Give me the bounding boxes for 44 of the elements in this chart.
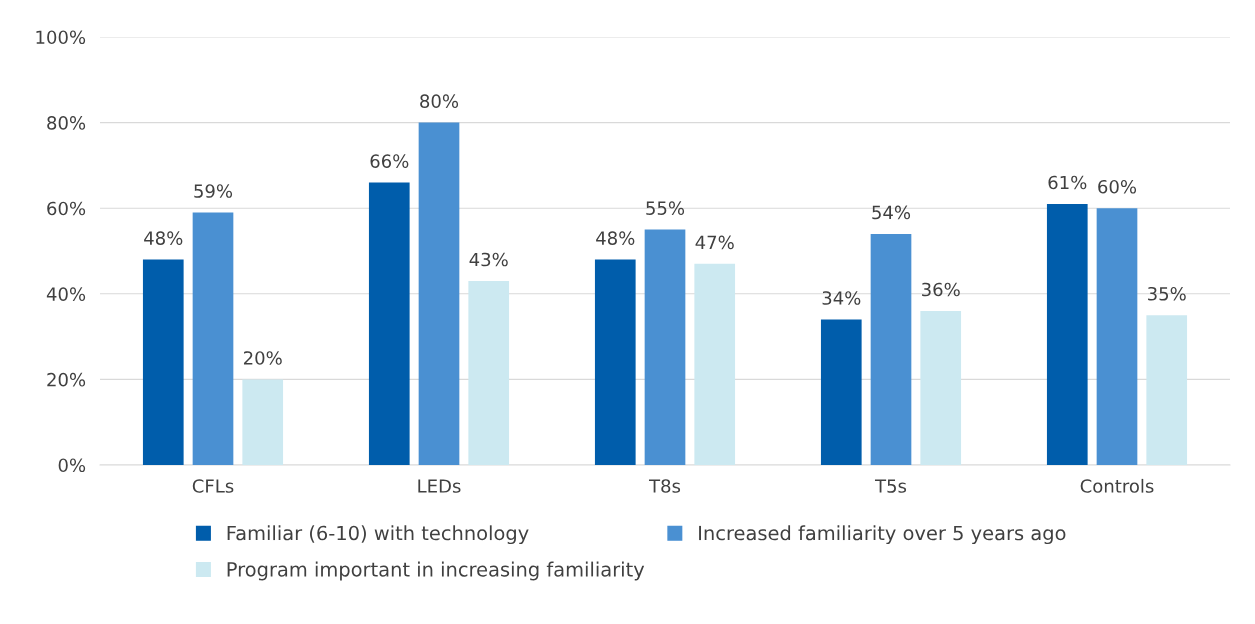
data-label: 48% [596,231,635,245]
y-tick-label: 100% [36,30,86,45]
bar [644,229,686,465]
y-tick-label: 80% [47,116,86,130]
bar [1096,208,1138,465]
y-tick-label: 40% [46,287,86,301]
data-label: 80% [420,94,459,108]
legend-label: Increased familiarity over 5 years ago [699,525,1066,545]
bar [1046,203,1088,465]
bar [1146,315,1188,465]
bar [418,122,460,465]
legend-label: Familiar (6-10) with technology [227,525,529,545]
legend-label: Program important in increasing familiarity [227,561,645,581]
y-tick-label: 0% [58,458,86,473]
bar [920,310,962,465]
bar [368,182,410,465]
data-label: 48% [144,231,183,245]
bar [820,319,862,465]
x-tick-label: LEDs [418,479,461,493]
bar [242,379,284,465]
data-label: 61% [1048,175,1087,190]
y-tick-label: 20% [47,372,86,387]
y-tick-label: 60% [47,201,86,216]
x-tick-label: Controls [1080,478,1154,493]
x-tick-label: CFLs [192,479,234,493]
bar [468,280,510,465]
data-label: 59% [194,184,233,198]
data-label: 36% [922,282,960,297]
data-label: 66% [370,154,409,168]
data-label: 20% [243,351,282,365]
x-tick-label: T5s [874,479,907,493]
data-label: 34% [822,291,861,305]
data-label: 35% [1148,286,1186,301]
data-label: 60% [1098,179,1137,194]
data-label: 54% [872,205,911,220]
bar [694,263,736,465]
bar [870,233,912,465]
data-label: 43% [469,252,508,267]
data-label: 55% [646,201,685,215]
x-tick-label: T8s [648,479,681,493]
bar [192,212,234,465]
data-label: 47% [695,235,734,250]
bar [594,259,636,465]
bar [142,259,184,465]
